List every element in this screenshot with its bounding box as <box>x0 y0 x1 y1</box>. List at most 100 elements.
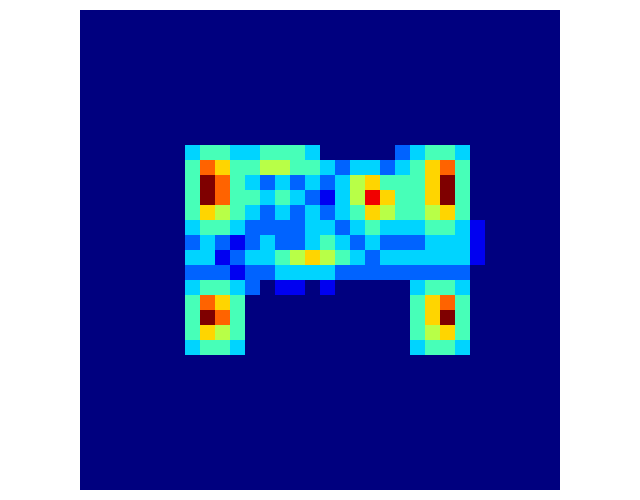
heatmap-cell <box>530 220 546 236</box>
heatmap-cell <box>515 235 531 251</box>
heatmap-cell <box>125 70 141 86</box>
heatmap-cell <box>215 325 231 341</box>
heatmap-cell <box>485 340 501 356</box>
heatmap-cell <box>410 415 426 431</box>
heatmap-cell <box>515 175 531 191</box>
heatmap-cell <box>215 250 231 266</box>
heatmap-cell <box>365 475 381 490</box>
heatmap-cell <box>95 235 111 251</box>
heatmap-cell <box>185 10 201 26</box>
heatmap-cell <box>245 295 261 311</box>
heatmap-cell <box>425 415 441 431</box>
heatmap-cell <box>290 445 306 461</box>
heatmap-cell <box>260 355 276 371</box>
heatmap-cell <box>80 145 96 161</box>
heatmap-cell <box>485 445 501 461</box>
heatmap-cell <box>230 400 246 416</box>
heatmap-cell <box>110 250 126 266</box>
heatmap-cell <box>140 40 156 56</box>
heatmap-cell <box>200 355 216 371</box>
heatmap-cell <box>170 160 186 176</box>
heatmap-cell <box>275 415 291 431</box>
heatmap-cell <box>365 220 381 236</box>
heatmap-cell <box>290 70 306 86</box>
heatmap-cell <box>80 475 96 490</box>
heatmap-cell <box>455 130 471 146</box>
heatmap-cell <box>530 340 546 356</box>
heatmap-cell <box>395 145 411 161</box>
heatmap-cell <box>425 250 441 266</box>
heatmap-cell <box>305 310 321 326</box>
heatmap-cell <box>305 415 321 431</box>
heatmap-cell <box>440 355 456 371</box>
heatmap-cell <box>110 475 126 490</box>
heatmap-cell <box>125 10 141 26</box>
heatmap-cell <box>335 55 351 71</box>
heatmap-cell <box>515 460 531 476</box>
heatmap-cell <box>365 280 381 296</box>
heatmap-cell <box>455 160 471 176</box>
heatmap-cell <box>125 475 141 490</box>
heatmap-cell <box>230 235 246 251</box>
heatmap-cell <box>245 40 261 56</box>
heatmap-cell <box>230 175 246 191</box>
heatmap-cell <box>545 160 560 176</box>
heatmap-cell <box>110 100 126 116</box>
heatmap-cell <box>515 340 531 356</box>
heatmap-cell <box>185 100 201 116</box>
heatmap-cell <box>305 340 321 356</box>
heatmap-cell <box>500 475 516 490</box>
heatmap-cell <box>440 175 456 191</box>
heatmap-cell <box>155 10 171 26</box>
heatmap-cell <box>545 235 560 251</box>
heatmap-cell <box>155 325 171 341</box>
heatmap-cell <box>275 460 291 476</box>
heatmap-cell <box>365 325 381 341</box>
heatmap-cell <box>350 310 366 326</box>
heatmap-cell <box>380 325 396 341</box>
heatmap-cell <box>110 205 126 221</box>
heatmap-cell <box>530 310 546 326</box>
heatmap-cell <box>125 445 141 461</box>
heatmap-cell <box>455 220 471 236</box>
heatmap-cell <box>125 400 141 416</box>
heatmap-cell <box>125 385 141 401</box>
heatmap-cell <box>125 295 141 311</box>
heatmap-cell <box>485 25 501 41</box>
heatmap-cell <box>155 340 171 356</box>
heatmap-cell <box>260 25 276 41</box>
heatmap-cell <box>320 385 336 401</box>
heatmap-cell <box>155 55 171 71</box>
heatmap-cell <box>245 475 261 490</box>
heatmap-cell <box>140 70 156 86</box>
heatmap-cell <box>110 280 126 296</box>
heatmap-cell <box>185 475 201 490</box>
heatmap-cell <box>335 340 351 356</box>
heatmap-cell <box>200 250 216 266</box>
heatmap-cell <box>455 70 471 86</box>
heatmap-cell <box>245 220 261 236</box>
heatmap-cell <box>455 25 471 41</box>
heatmap-cell <box>530 445 546 461</box>
heatmap-cell <box>305 265 321 281</box>
heatmap-cell <box>245 430 261 446</box>
heatmap-cell <box>485 475 501 490</box>
heatmap-cell <box>515 190 531 206</box>
heatmap-cell <box>185 445 201 461</box>
heatmap-cell <box>485 70 501 86</box>
heatmap-cell <box>425 175 441 191</box>
heatmap-cell <box>80 175 96 191</box>
heatmap-cell <box>530 400 546 416</box>
heatmap-cell <box>410 265 426 281</box>
heatmap-cell <box>290 310 306 326</box>
heatmap-cell <box>410 370 426 386</box>
heatmap-cell <box>515 370 531 386</box>
heatmap-cell <box>110 355 126 371</box>
heatmap-cell <box>320 130 336 146</box>
heatmap-cell <box>275 55 291 71</box>
heatmap-cell <box>365 355 381 371</box>
heatmap-cell <box>395 340 411 356</box>
heatmap-cell <box>485 460 501 476</box>
heatmap-cell <box>470 235 486 251</box>
heatmap-cell <box>200 40 216 56</box>
